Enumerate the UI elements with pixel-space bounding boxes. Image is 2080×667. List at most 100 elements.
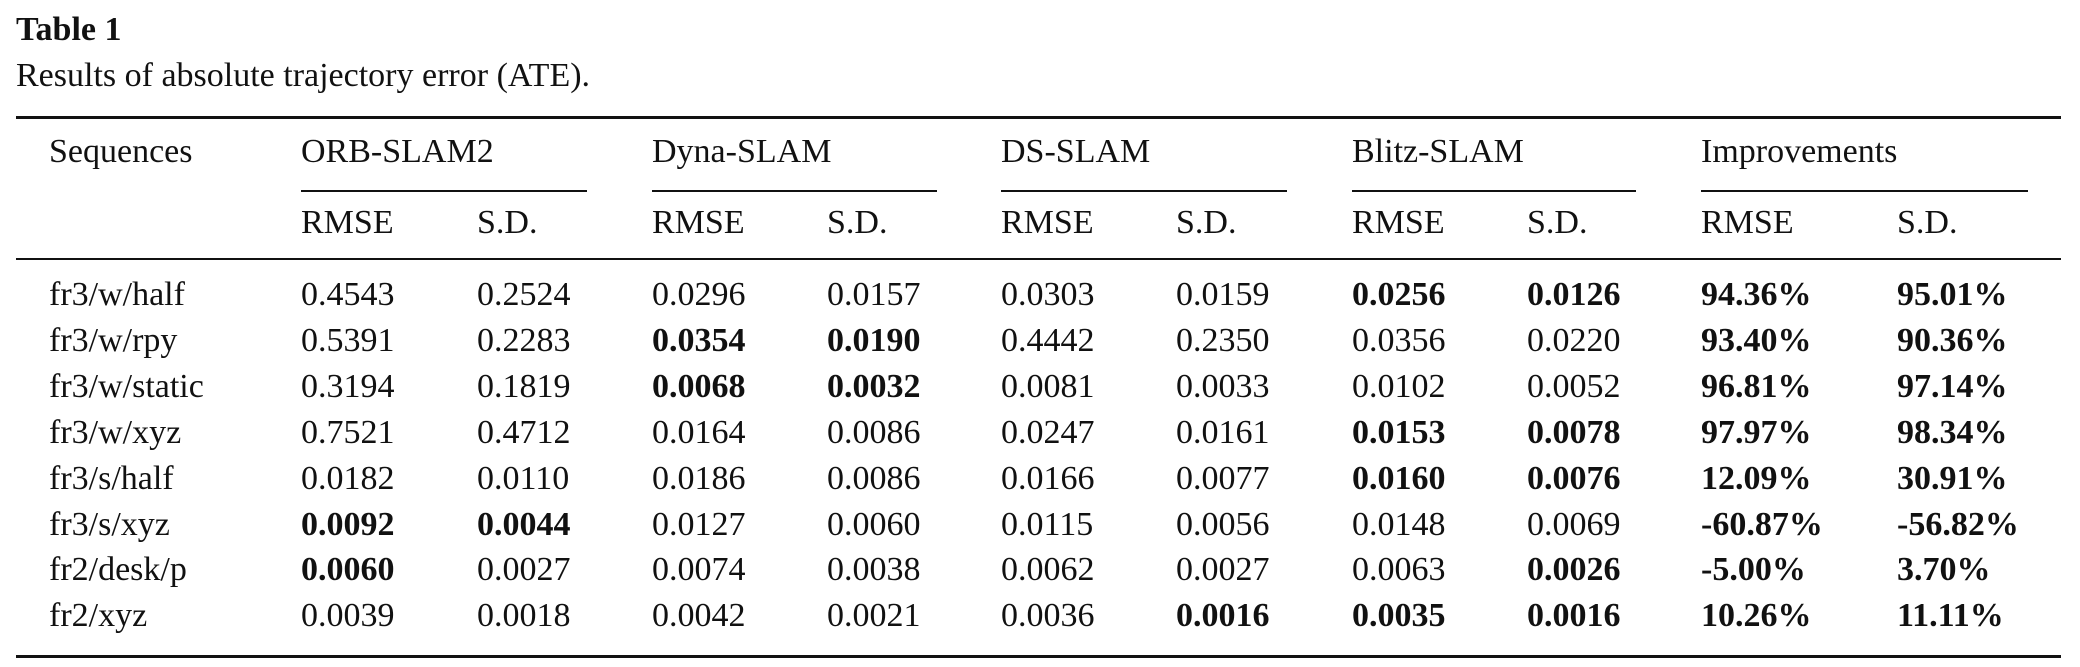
row-label: fr3/s/xyz [49, 505, 170, 543]
cell: 0.0036 [1001, 597, 1095, 635]
cell: 0.0166 [1001, 459, 1095, 497]
cell: 0.0056 [1176, 505, 1270, 543]
cell: 98.34% [1897, 413, 2008, 451]
cell: 0.0016 [1176, 597, 1270, 635]
sub-header: S.D. [827, 204, 888, 241]
cell: 0.0078 [1527, 413, 1621, 451]
cell: 0.3194 [301, 367, 395, 405]
cell: 0.0102 [1352, 367, 1446, 405]
cell: 0.0153 [1352, 413, 1446, 451]
cell: 0.4543 [301, 276, 395, 313]
cell: -5.00% [1701, 551, 1806, 589]
row-label: fr3/s/half [49, 459, 174, 497]
sub-header: S.D. [1897, 204, 1958, 241]
cell: 0.0092 [301, 505, 395, 543]
cell: -56.82% [1897, 505, 2019, 543]
group-header: Dyna-SLAM [652, 133, 832, 170]
cell: 0.0039 [301, 597, 395, 635]
group-underline [301, 190, 587, 192]
bottom-rule [16, 655, 2061, 658]
cell: 0.0086 [827, 459, 921, 497]
cell: 0.0220 [1527, 321, 1621, 359]
row-label: fr3/w/half [49, 276, 185, 313]
cell: 0.0110 [477, 459, 570, 497]
cell: 0.0256 [1352, 276, 1446, 313]
cell: 0.2524 [477, 276, 571, 313]
cell: 11.11% [1897, 597, 2004, 635]
group-underline [1701, 190, 2028, 192]
cell: 0.0296 [652, 276, 746, 313]
cell: 97.97% [1701, 413, 1812, 451]
row-label: fr3/w/static [49, 367, 204, 405]
cell: 0.0032 [827, 367, 921, 405]
cell: 0.0186 [652, 459, 746, 497]
cell: 0.0247 [1001, 413, 1095, 451]
cell: 94.36% [1701, 276, 1812, 313]
cell: 0.0060 [827, 505, 921, 543]
sub-header: S.D. [477, 204, 538, 241]
cell: 0.0027 [477, 551, 571, 589]
cell: 0.0042 [652, 597, 746, 635]
cell: 0.7521 [301, 413, 395, 451]
cell: 95.01% [1897, 276, 2008, 313]
group-underline [652, 190, 937, 192]
cell: 0.0027 [1176, 551, 1270, 589]
group-header: Sequences [49, 133, 193, 170]
sub-header: RMSE [1352, 204, 1445, 241]
cell: 0.0182 [301, 459, 395, 497]
row-label: fr3/w/rpy [49, 321, 178, 359]
cell: 0.0033 [1176, 367, 1270, 405]
cell: 0.0148 [1352, 505, 1446, 543]
cell: 0.0115 [1001, 505, 1094, 543]
cell: 0.0354 [652, 321, 746, 359]
cell: 0.0076 [1527, 459, 1621, 497]
cell: 0.0044 [477, 505, 571, 543]
cell: 0.0060 [301, 551, 395, 589]
cell: 0.0062 [1001, 551, 1095, 589]
cell: 0.1819 [477, 367, 571, 405]
cell: 0.0161 [1176, 413, 1270, 451]
cell: 0.5391 [301, 321, 395, 359]
cell: 0.0159 [1176, 276, 1270, 313]
sub-header: RMSE [301, 204, 394, 241]
table-title: Table 1 [16, 11, 122, 48]
cell: 0.2283 [477, 321, 571, 359]
cell: 0.0190 [827, 321, 921, 359]
cell: 0.0038 [827, 551, 921, 589]
row-label: fr2/desk/p [49, 551, 187, 589]
cell: 0.2350 [1176, 321, 1270, 359]
row-label: fr3/w/xyz [49, 413, 182, 451]
table-caption: Results of absolute trajectory error (AT… [16, 57, 591, 94]
cell: 3.70% [1897, 551, 1991, 589]
cell: 0.0021 [827, 597, 921, 635]
cell: 0.0081 [1001, 367, 1095, 405]
cell: 0.0052 [1527, 367, 1621, 405]
cell: 0.0077 [1176, 459, 1270, 497]
group-underline [1352, 190, 1636, 192]
cell: 0.0035 [1352, 597, 1446, 635]
cell: 30.91% [1897, 459, 2008, 497]
cell: 0.0303 [1001, 276, 1095, 313]
cell: 0.0157 [827, 276, 921, 313]
row-label: fr2/xyz [49, 597, 148, 635]
sub-header: RMSE [1701, 204, 1794, 241]
cell: 90.36% [1897, 321, 2008, 359]
sub-header: RMSE [652, 204, 745, 241]
cell: 0.0026 [1527, 551, 1621, 589]
cell: 0.4442 [1001, 321, 1095, 359]
cell: 0.4712 [477, 413, 571, 451]
cell: 0.0068 [652, 367, 746, 405]
cell: 0.0164 [652, 413, 746, 451]
header-rule [16, 258, 2061, 260]
cell: 0.0127 [652, 505, 746, 543]
cell: 0.0018 [477, 597, 571, 635]
cell: 0.0160 [1352, 459, 1446, 497]
cell: 96.81% [1701, 367, 1812, 405]
cell: 0.0126 [1527, 276, 1621, 313]
cell: 10.26% [1701, 597, 1812, 635]
group-header: ORB-SLAM2 [301, 133, 494, 170]
cell: 12.09% [1701, 459, 1812, 497]
sub-header: RMSE [1001, 204, 1094, 241]
group-underline [1001, 190, 1287, 192]
